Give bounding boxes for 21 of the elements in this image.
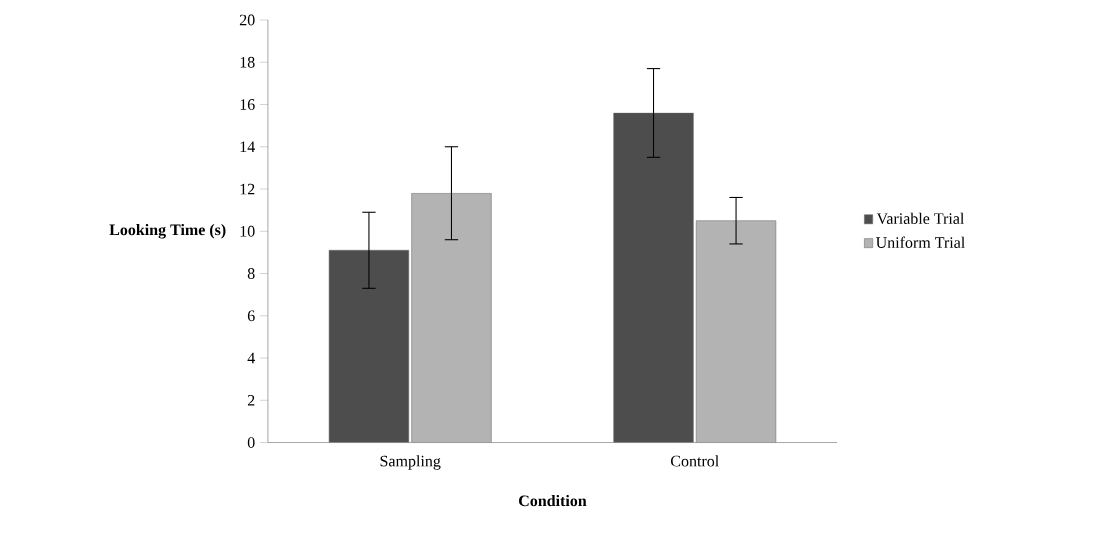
bar xyxy=(328,249,410,443)
legend-label: Variable Trial xyxy=(876,212,965,225)
x-tick-label: Control xyxy=(671,455,719,467)
y-tick-label: 10 xyxy=(240,225,255,237)
y-tick-label: 4 xyxy=(247,352,255,364)
y-tick-label: 2 xyxy=(247,394,255,406)
y-tick-label: 20 xyxy=(239,14,255,26)
bar xyxy=(695,220,777,443)
y-tick-label: 12 xyxy=(240,183,255,195)
x-tick-label: Sampling xyxy=(380,455,441,470)
bar xyxy=(613,112,694,443)
y-tick-label: 0 xyxy=(247,437,255,448)
y-tick-label: 16 xyxy=(240,99,255,110)
x-axis-title: Condition xyxy=(519,494,587,507)
y-tick-label: 14 xyxy=(240,141,255,152)
y-tick-label: 8 xyxy=(247,268,255,279)
y-tick-label: 18 xyxy=(240,56,255,68)
legend-label: Uniform Trial xyxy=(875,236,965,248)
bar xyxy=(411,192,492,443)
y-axis-title: Looking Time (s) xyxy=(109,223,226,239)
y-tick-label: 6 xyxy=(247,310,255,322)
